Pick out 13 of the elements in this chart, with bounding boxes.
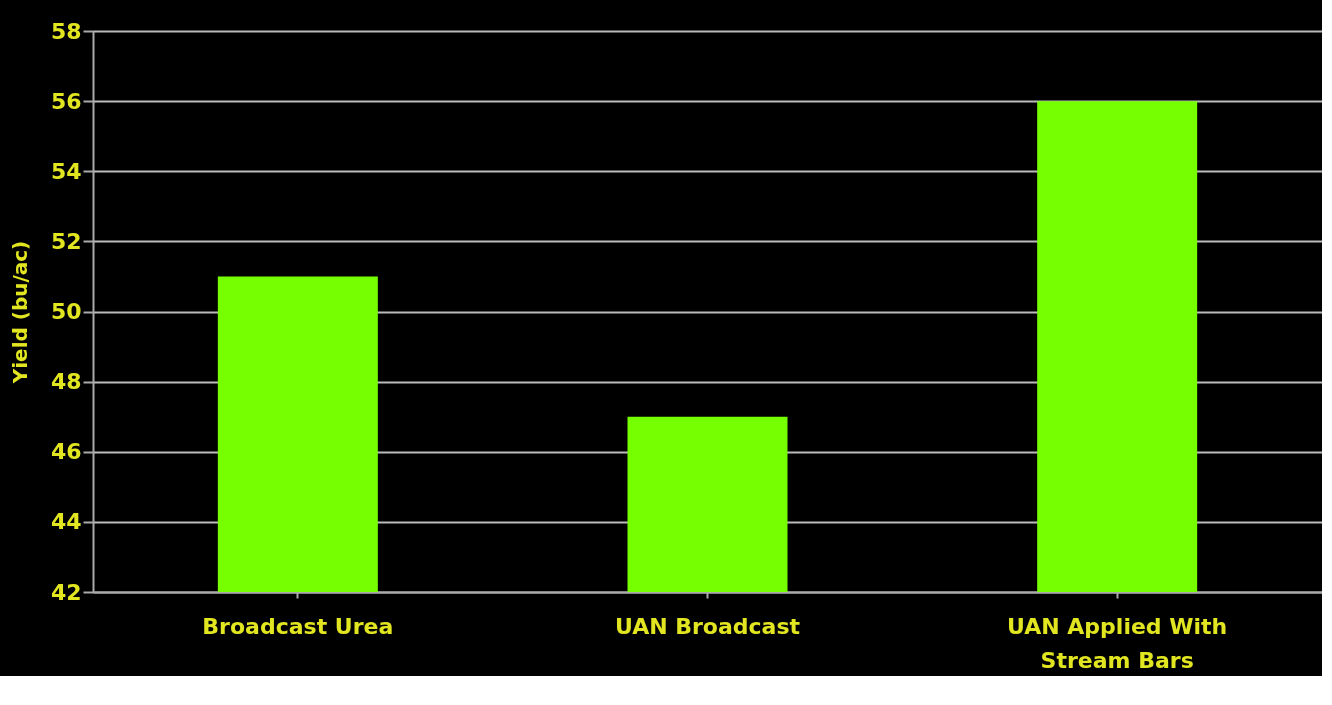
y-tick-label: 50 [50, 299, 82, 324]
x-tick-label: UAN Broadcast [614, 613, 801, 639]
y-tick-label: 48 [50, 369, 82, 395]
y-tick-label: 42 [50, 579, 82, 605]
x-tick-label: UAN Applied With Stream Bars [1007, 613, 1228, 673]
x-tick-label: Broadcast Urea [202, 613, 394, 639]
y-tick-label: 54 [50, 158, 82, 184]
y-tick-label: 52 [50, 228, 82, 254]
y-tick-label: 56 [50, 88, 82, 114]
y-axis-title: Yield (bu/ac) [7, 240, 32, 385]
y-tick-label: 44 [50, 509, 82, 535]
y-tick-label: 46 [50, 439, 82, 465]
y-tick-label: 58 [50, 18, 82, 44]
